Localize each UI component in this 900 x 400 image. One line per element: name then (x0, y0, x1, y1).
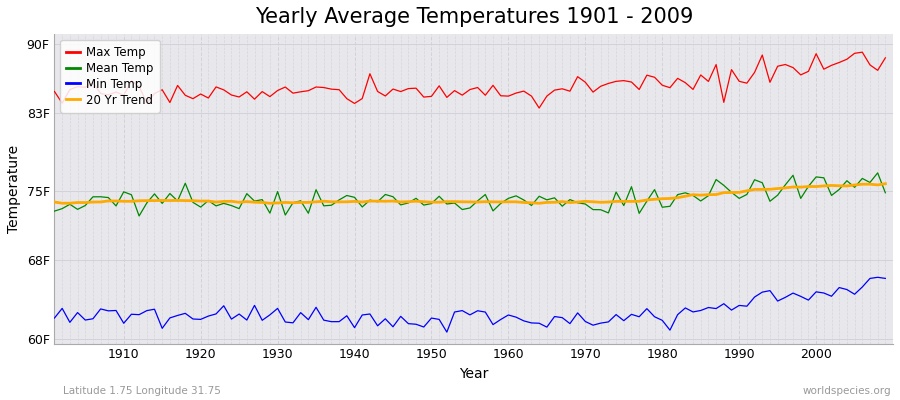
Y-axis label: Temperature: Temperature (7, 145, 21, 233)
X-axis label: Year: Year (459, 367, 489, 381)
Text: worldspecies.org: worldspecies.org (803, 386, 891, 396)
Text: Latitude 1.75 Longitude 31.75: Latitude 1.75 Longitude 31.75 (63, 386, 220, 396)
Legend: Max Temp, Mean Temp, Min Temp, 20 Yr Trend: Max Temp, Mean Temp, Min Temp, 20 Yr Tre… (60, 40, 159, 113)
Title: Yearly Average Temperatures 1901 - 2009: Yearly Average Temperatures 1901 - 2009 (255, 7, 693, 27)
